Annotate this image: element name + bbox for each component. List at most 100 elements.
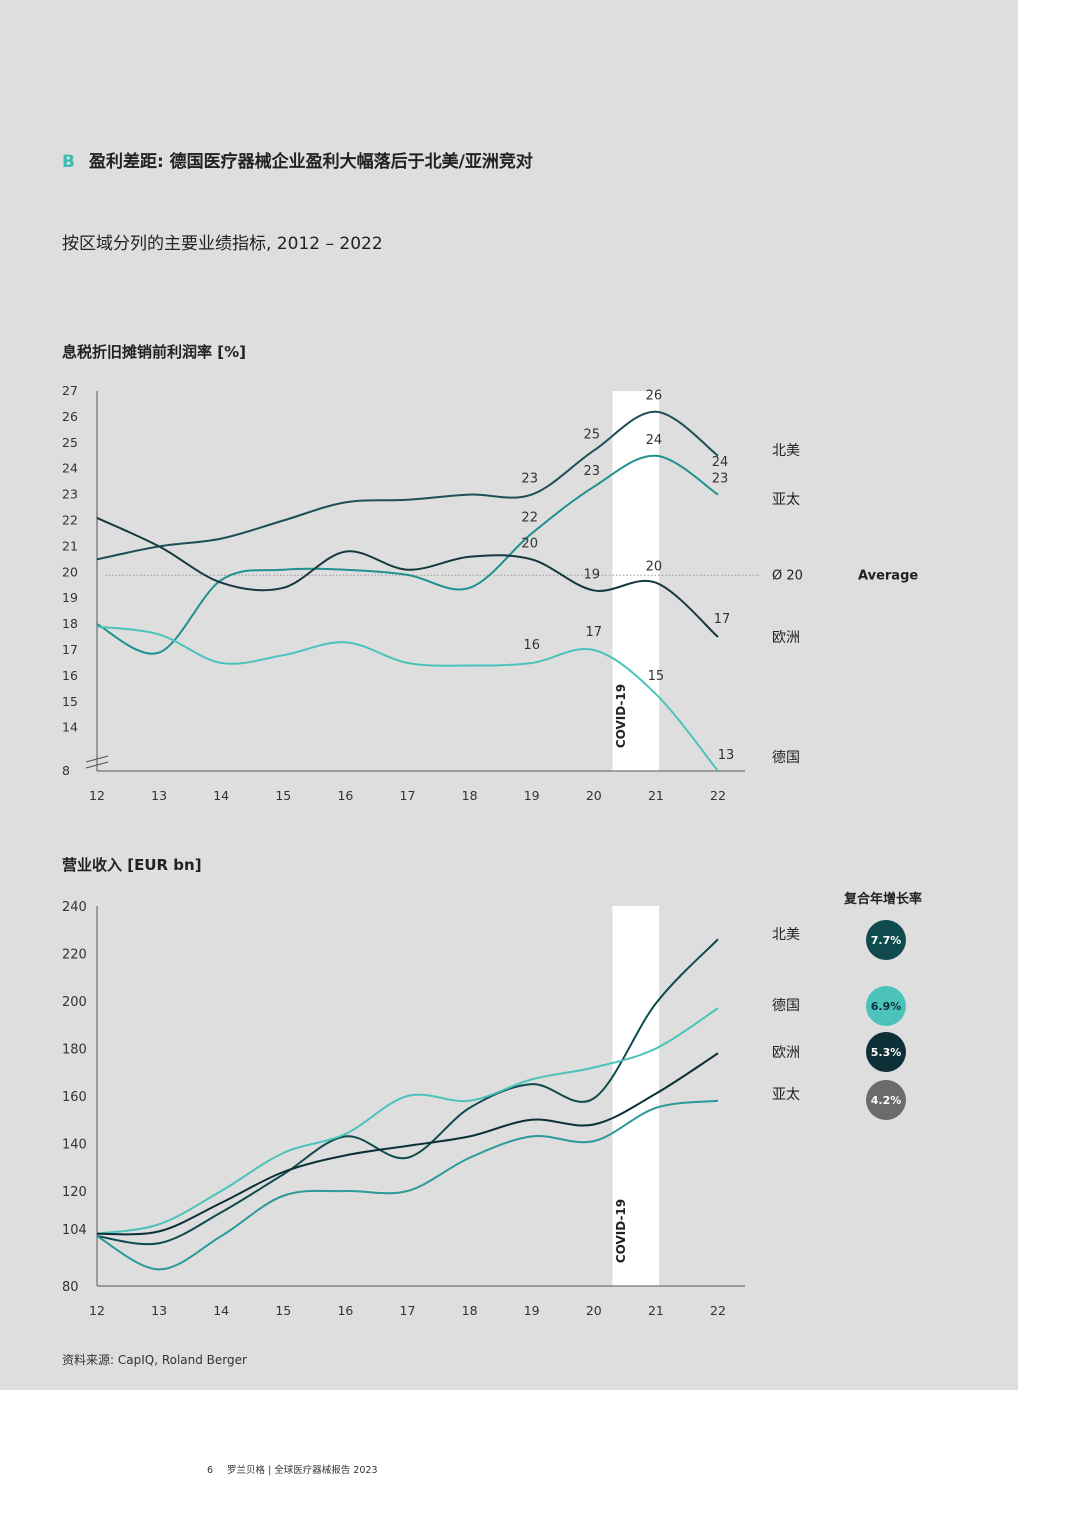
y-tick-label: 22 [62,513,78,528]
covid-label: COVID-19 [614,684,628,748]
x-tick-label: 13 [151,788,167,803]
x-tick-label: 19 [524,788,540,803]
data-label: 17 [586,625,603,640]
data-label: 20 [646,560,663,575]
x-tick-label: 12 [89,1303,105,1318]
y-tick-label: 180 [62,1043,87,1058]
y-tick-label: 14 [62,720,78,735]
data-label: 23 [584,464,601,479]
data-label: 22 [521,510,538,525]
ebitda-line-北美 [96,410,719,561]
x-tick-label: 20 [586,788,602,803]
y-tick-label: 16 [62,668,78,683]
page-footer: 6 罗兰贝格 | 全球医疗器械报告 2023 [207,1462,377,1476]
ebitda-line-欧洲 [96,517,719,638]
y-tick-label: 80 [62,1280,79,1295]
x-tick-label: 17 [400,788,416,803]
y-tick-label: 17 [62,642,78,657]
content-panel [0,0,1018,1390]
revenue-line-德国 [96,1007,719,1235]
cagr-badge-北美 [866,920,906,960]
cagr-value-德国: 6.9% [871,1000,902,1013]
x-tick-label: 19 [524,1303,540,1318]
revenue-line-欧洲 [96,1052,719,1236]
series-label-德国: 德国 [772,750,800,766]
y-tick-label: 20 [62,564,78,579]
ebitda-margin-chart: COVID-19 27 26 25 24 23 22 21 20 19 18 17 16 15 14 8 12 1… [62,383,918,803]
data-label: 24 [646,433,663,448]
y-tick-label: 240 [62,900,87,915]
average-value-label: Ø 20 [772,568,803,583]
data-label: 24 [712,455,729,470]
page-subtitle: 按区域分列的主要业绩指标, 2012 – 2022 [62,234,383,254]
y-tick-label: 18 [62,616,78,631]
x-tick-label: 16 [337,788,353,803]
y-tick-label: 15 [62,694,78,709]
cagr-badge-德国 [866,986,906,1026]
y-tick-label: 24 [62,461,78,476]
revenue-chart: COVID-19 240 220 200 180 160 140 120 104 80 12 13 14… [62,891,922,1318]
data-label: 19 [584,567,601,582]
cagr-value-欧洲: 5.3% [871,1046,902,1059]
source-note: 资料来源: CapIQ, Roland Berger [62,1353,247,1367]
section-letter: B [62,152,75,172]
revenue-chart-title: 营业收入 [EUR bn] [62,856,202,874]
cagr-value-亚太: 4.2% [871,1094,902,1107]
data-label: 13 [718,748,735,763]
x-tick-label: 18 [462,788,478,803]
x-tick-label: 18 [462,1303,478,1318]
x-tick-label: 20 [586,1303,602,1318]
y-tick-label: 23 [62,487,78,502]
y-tick-label: 19 [62,590,78,605]
data-label: 23 [521,472,538,487]
series-label-北美: 北美 [772,927,800,943]
covid-label: COVID-19 [614,1199,628,1263]
x-tick-label: 15 [275,1303,291,1318]
ebitda-chart-title: 息税折旧摊销前利润率 [%] [62,343,246,361]
y-tick-label: 25 [62,435,78,450]
x-tick-label: 21 [648,788,664,803]
series-label-北美: 北美 [772,443,800,459]
data-label: 17 [714,612,731,627]
y-tick-label: 140 [62,1138,87,1153]
x-tick-label: 21 [648,1303,664,1318]
series-label-亚太: 亚太 [772,1087,800,1103]
y-tick-label: 26 [62,409,78,424]
series-label-欧洲: 欧洲 [772,630,800,646]
y-tick-label: 104 [62,1223,87,1238]
ebitda-line-亚太 [96,454,719,655]
cagr-title: 复合年增长率 [843,891,922,907]
cagr-badge-欧洲 [866,1032,906,1072]
y-tick-label: 200 [62,995,87,1010]
data-label: 26 [646,389,663,404]
data-label: 16 [523,638,540,653]
y-tick-label: 27 [62,383,78,398]
x-tick-label: 15 [275,788,291,803]
data-label: 23 [712,472,729,487]
page-number: 6 [207,1465,214,1476]
section-title: 盈利差距: 德国医疗器械企业盈利大幅落后于北美/亚洲竞对 [88,152,533,172]
revenue-line-亚太 [96,1099,719,1271]
axis-break-mark [85,761,109,769]
x-tick-label: 22 [710,788,726,803]
footer-text: 罗兰贝格 | 全球医疗器械报告 2023 [227,1465,378,1476]
y-tick-label: 220 [62,948,87,963]
data-label: 20 [521,536,538,551]
series-label-德国: 德国 [772,998,800,1014]
axis-break-mark [85,755,109,763]
average-text: Average [858,568,918,583]
cagr-value-北美: 7.7% [871,934,902,947]
y-tick-label: 21 [62,538,78,553]
x-tick-label: 16 [337,1303,353,1318]
y-tick-label: 160 [62,1090,87,1105]
series-label-亚太: 亚太 [772,492,800,508]
x-tick-label: 22 [710,1303,726,1318]
x-tick-label: 13 [151,1303,167,1318]
x-tick-label: 12 [89,788,105,803]
data-label: 15 [648,669,665,684]
x-tick-label: 14 [213,788,229,803]
data-label: 25 [584,428,601,443]
revenue-line-北美 [96,938,719,1246]
y-tick-label: 8 [62,763,70,778]
series-label-欧洲: 欧洲 [772,1045,800,1061]
